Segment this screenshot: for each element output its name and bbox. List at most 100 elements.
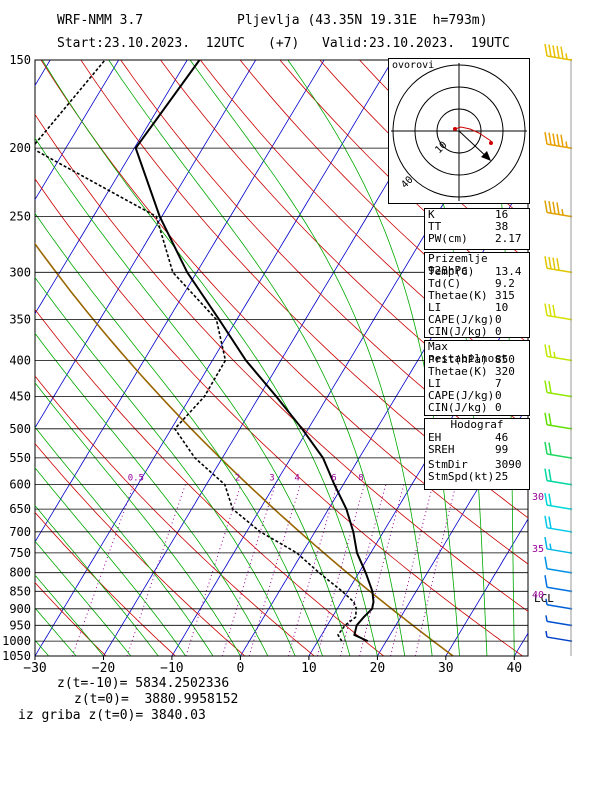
- wind-barb-flag: [544, 412, 548, 425]
- mixing-ratio-line: [288, 484, 338, 656]
- moist-adiabat-line: [35, 276, 296, 656]
- wind-barb: [544, 303, 573, 321]
- instability-label: CAPE(J/kg): [428, 389, 495, 402]
- hodograph-panel: 10 40: [388, 58, 530, 204]
- pressure-tick-label: 1000: [2, 634, 31, 648]
- hodograf-row: StmSpd(kt) 25: [425, 471, 529, 483]
- wind-barb-half-flag: [553, 351, 556, 358]
- footer-line-1: z(t=-10)= 5834.2502336: [57, 676, 230, 691]
- wind-barb: [544, 344, 573, 362]
- wind-barb-flag: [548, 516, 552, 529]
- mixing-ratio-label: 2: [235, 474, 240, 484]
- temperature-tick-label: 0: [236, 661, 244, 676]
- moist-adiabat-line: [35, 426, 214, 656]
- wind-barb-flag: [548, 442, 552, 455]
- hodograph-ring-label-40: 40: [399, 174, 415, 190]
- wind-barb: [544, 200, 573, 218]
- hodograf-value: 46: [495, 431, 509, 444]
- temperature-tick-label: 40: [506, 661, 522, 676]
- wind-barb-staff: [546, 548, 572, 554]
- wind-barb-flag: [548, 344, 552, 358]
- wind-barb-staff: [546, 620, 572, 627]
- mixing-ratio-line: [316, 484, 365, 656]
- index-row-pw: PW(cm) 2.17: [425, 233, 529, 245]
- mixing-ratio-line: [339, 484, 387, 656]
- instability-label: LI: [428, 377, 442, 390]
- temperature-tick-label: −10: [160, 661, 183, 676]
- wind-barb-flag: [544, 200, 548, 213]
- wind-barb-flag: [544, 131, 548, 145]
- wind-label-30: 30: [532, 492, 544, 503]
- instability-row: CAPE(J/kg) 0: [425, 390, 529, 402]
- hodograf-label: EH: [428, 431, 442, 444]
- wind-barb-flag: [548, 201, 552, 214]
- index-row-tt: TT 38: [425, 221, 529, 233]
- index-label: TT: [428, 220, 442, 233]
- temperature-profile-line: [134, 60, 375, 643]
- index-value: 2.17: [495, 232, 522, 245]
- pressure-tick-label: 800: [9, 566, 31, 580]
- wind-barb-flag: [560, 134, 564, 147]
- hodograf-value: 99: [495, 443, 509, 456]
- wind-barb-staff: [546, 586, 572, 593]
- wind-barb: [544, 380, 573, 398]
- wind-barb-flag: [544, 303, 548, 316]
- pressure-tick-label: 850: [9, 584, 31, 598]
- pressure-tick-label: 700: [9, 525, 31, 539]
- hodograf-value: 25: [495, 470, 509, 483]
- mixing-ratio-label: 6: [331, 474, 336, 484]
- lcl-label: LCL: [534, 592, 554, 605]
- dry-adiabat-line: [35, 443, 246, 656]
- hodograf-title: Hodograf: [450, 418, 504, 431]
- index-value: 16: [495, 208, 509, 221]
- mixing-ratio-label: 3: [269, 474, 274, 484]
- wind-barb: [544, 256, 573, 274]
- mixing-ratio-label: 0.5: [128, 474, 144, 484]
- valid-time: Valid:23.10.2023. 19UTC: [322, 36, 510, 51]
- wind-barb-flag: [548, 304, 552, 317]
- temperature-tick-label: −20: [92, 661, 115, 676]
- moist-adiabat-line: [569, 60, 600, 656]
- hodograf-panel: Hodograf EH 46 SREH 99 StmDir 3090 StmSpd(k…: [424, 418, 530, 490]
- model-name: WRF-NMM 3.7: [57, 13, 144, 28]
- pressure-tick-label: 250: [9, 210, 31, 224]
- wind-barb-flag: [560, 46, 564, 59]
- wind-label-35: 35: [532, 544, 544, 555]
- pressure-tick-label: 300: [9, 265, 31, 279]
- isotherm-line: [35, 60, 257, 429]
- surface-value: 13.4: [495, 265, 522, 278]
- surface-label: Thetae(K): [428, 289, 488, 302]
- wind-barb-flag: [556, 202, 560, 215]
- wind-barb-flag: [544, 536, 548, 550]
- wind-barb-flag: [548, 132, 552, 145]
- dewpoint-profile-line: [35, 60, 358, 642]
- max-instability-panel: Max nestabilnost Prit(hPa) 850 Thetae(K) 3…: [424, 340, 530, 416]
- hodograf-row: SREH 99: [425, 444, 529, 456]
- surface-value: 10: [495, 301, 509, 314]
- instability-value: 0: [495, 389, 502, 402]
- footer-line-2: z(t=0)= 3880.9958152: [74, 692, 239, 707]
- wind-barb: [544, 468, 573, 486]
- mixing-ratio-line: [414, 484, 457, 656]
- dry-adiabat-line: [35, 242, 454, 656]
- wind-barb-flag: [544, 556, 548, 569]
- wind-barb-flag: [548, 381, 552, 394]
- surface-row: LI 10: [425, 302, 529, 314]
- index-value: 38: [495, 220, 509, 233]
- hodograf-label: StmDir: [428, 458, 468, 471]
- wind-barb-half-flag: [545, 598, 548, 605]
- wind-barb-half-flag: [565, 53, 568, 60]
- surface-label: CIN(J/kg): [428, 325, 488, 338]
- wind-barb: [544, 43, 573, 62]
- hodograph-plot: 10 40: [391, 63, 527, 201]
- wind-barb-half-flag: [545, 630, 548, 638]
- instability-label: Prit(hPa): [428, 353, 488, 366]
- instability-value: 0: [495, 401, 502, 414]
- wind-barb: [545, 615, 573, 627]
- pressure-tick-label: 150: [9, 53, 31, 67]
- surface-label: LI: [428, 301, 442, 314]
- mixing-ratio-label: 8: [358, 474, 363, 484]
- surface-row: CAPE(J/kg) 0: [425, 314, 529, 326]
- wind-barb-flag: [544, 380, 548, 393]
- pressure-tick-label: 950: [9, 618, 31, 632]
